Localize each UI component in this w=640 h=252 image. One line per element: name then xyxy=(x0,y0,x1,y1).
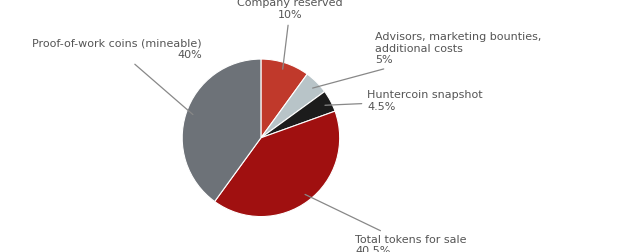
Text: Proof-of-work coins (mineable)
40%: Proof-of-work coins (mineable) 40% xyxy=(32,38,202,115)
Wedge shape xyxy=(261,91,335,138)
Wedge shape xyxy=(214,111,340,216)
Wedge shape xyxy=(261,74,324,138)
Wedge shape xyxy=(182,59,261,202)
Wedge shape xyxy=(261,59,307,138)
Text: Advisors, marketing bounties,
additional costs
5%: Advisors, marketing bounties, additional… xyxy=(312,32,541,88)
Text: Huntercoin snapshot
4.5%: Huntercoin snapshot 4.5% xyxy=(325,90,483,112)
Text: Total tokens for sale
40.5%: Total tokens for sale 40.5% xyxy=(305,195,467,252)
Text: Company reserved
10%: Company reserved 10% xyxy=(237,0,343,69)
